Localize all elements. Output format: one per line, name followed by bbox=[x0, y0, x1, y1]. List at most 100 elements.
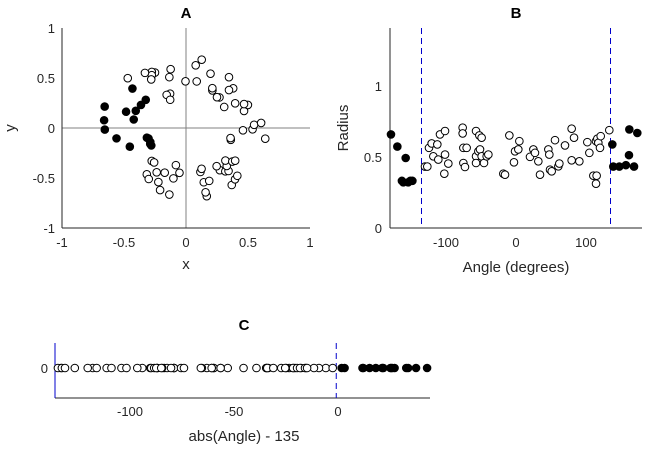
x-tick: 0 bbox=[182, 235, 189, 250]
data-point bbox=[592, 171, 601, 181]
data-point bbox=[156, 363, 166, 373]
data-point bbox=[633, 128, 642, 138]
data-point bbox=[175, 168, 184, 178]
data-point bbox=[535, 170, 545, 180]
data-point bbox=[212, 161, 221, 171]
data-point bbox=[165, 190, 174, 199]
y-axis-label: Radius bbox=[335, 105, 352, 152]
data-point bbox=[122, 363, 131, 373]
data-point bbox=[179, 363, 189, 373]
data-point bbox=[460, 162, 470, 172]
data-point bbox=[239, 99, 249, 109]
data-point bbox=[129, 115, 139, 124]
data-point bbox=[144, 174, 154, 184]
data-point bbox=[221, 156, 230, 165]
data-point bbox=[340, 363, 349, 373]
data-point bbox=[165, 95, 175, 105]
data-point bbox=[166, 64, 175, 74]
data-point bbox=[60, 363, 70, 373]
data-point bbox=[575, 156, 584, 166]
data-point bbox=[567, 124, 576, 134]
data-point bbox=[545, 150, 554, 159]
data-point bbox=[165, 72, 174, 82]
x-tick: -100 bbox=[117, 404, 143, 419]
y-tick: 0.5 bbox=[37, 71, 55, 86]
data-point bbox=[401, 363, 411, 373]
data-point bbox=[226, 133, 235, 143]
data-point bbox=[192, 77, 202, 86]
data-point bbox=[386, 130, 396, 139]
data-point bbox=[411, 363, 421, 373]
data-point bbox=[160, 168, 170, 178]
data-point bbox=[125, 142, 135, 151]
x-tick: -1 bbox=[56, 235, 68, 250]
data-point bbox=[462, 143, 471, 153]
data-point bbox=[567, 155, 576, 165]
data-point bbox=[169, 174, 178, 183]
data-point bbox=[197, 55, 207, 64]
data-point bbox=[223, 363, 233, 373]
data-point bbox=[230, 156, 240, 165]
data-point bbox=[136, 100, 146, 110]
data-point bbox=[191, 60, 200, 70]
data-point bbox=[509, 157, 519, 167]
data-point bbox=[92, 363, 101, 373]
data-point bbox=[224, 85, 234, 95]
data-point bbox=[365, 363, 374, 373]
data-point bbox=[629, 162, 639, 171]
data-point bbox=[608, 140, 617, 149]
data-point bbox=[605, 125, 614, 135]
data-point bbox=[440, 126, 450, 136]
data-point bbox=[555, 159, 564, 168]
data-point bbox=[145, 139, 155, 149]
data-point bbox=[121, 107, 131, 117]
data-point bbox=[434, 155, 443, 164]
data-point bbox=[100, 125, 110, 134]
data-point bbox=[595, 143, 605, 153]
data-point bbox=[624, 150, 634, 160]
y-tick: 1 bbox=[48, 21, 55, 36]
data-point bbox=[401, 153, 410, 163]
data-point bbox=[625, 125, 634, 134]
data-point bbox=[70, 363, 80, 373]
data-point bbox=[515, 136, 524, 146]
y-tick: 1 bbox=[375, 79, 382, 94]
data-point bbox=[399, 177, 408, 187]
x-tick: 0 bbox=[512, 235, 519, 250]
x-tick: 100 bbox=[575, 235, 597, 250]
data-point bbox=[219, 102, 229, 112]
panel-a: A -1 -0.5 0 0.5 1 1 0.5 0 -0.5 -1 x y bbox=[2, 5, 314, 273]
data-point bbox=[201, 187, 210, 197]
panel-c-title: C bbox=[239, 317, 250, 334]
data-point bbox=[123, 73, 133, 83]
data-point bbox=[550, 135, 560, 145]
data-point bbox=[224, 72, 234, 82]
data-point bbox=[100, 102, 109, 111]
data-point bbox=[583, 137, 592, 147]
data-point bbox=[387, 363, 397, 373]
data-point bbox=[433, 140, 442, 149]
data-point bbox=[440, 169, 449, 179]
y-axis-label: y bbox=[2, 124, 19, 132]
x-tick: 0.5 bbox=[239, 235, 257, 250]
data-point bbox=[260, 134, 270, 143]
data-point bbox=[406, 176, 415, 186]
threshold-lines bbox=[421, 28, 611, 228]
data-point bbox=[154, 177, 163, 187]
y-tick: -0.5 bbox=[33, 171, 55, 186]
x-axis-label: x bbox=[182, 256, 190, 273]
data-point bbox=[128, 84, 137, 93]
data-point bbox=[358, 363, 367, 373]
data-point bbox=[166, 363, 176, 373]
data-point bbox=[596, 131, 606, 141]
data-point bbox=[146, 75, 156, 84]
y-tick: 0 bbox=[375, 221, 382, 236]
data-point bbox=[149, 158, 159, 167]
data-point bbox=[585, 148, 594, 158]
data-point bbox=[377, 363, 387, 373]
data-point bbox=[230, 99, 240, 108]
data-point bbox=[302, 363, 312, 373]
data-point bbox=[328, 363, 338, 373]
panel-c-markers bbox=[53, 363, 432, 373]
